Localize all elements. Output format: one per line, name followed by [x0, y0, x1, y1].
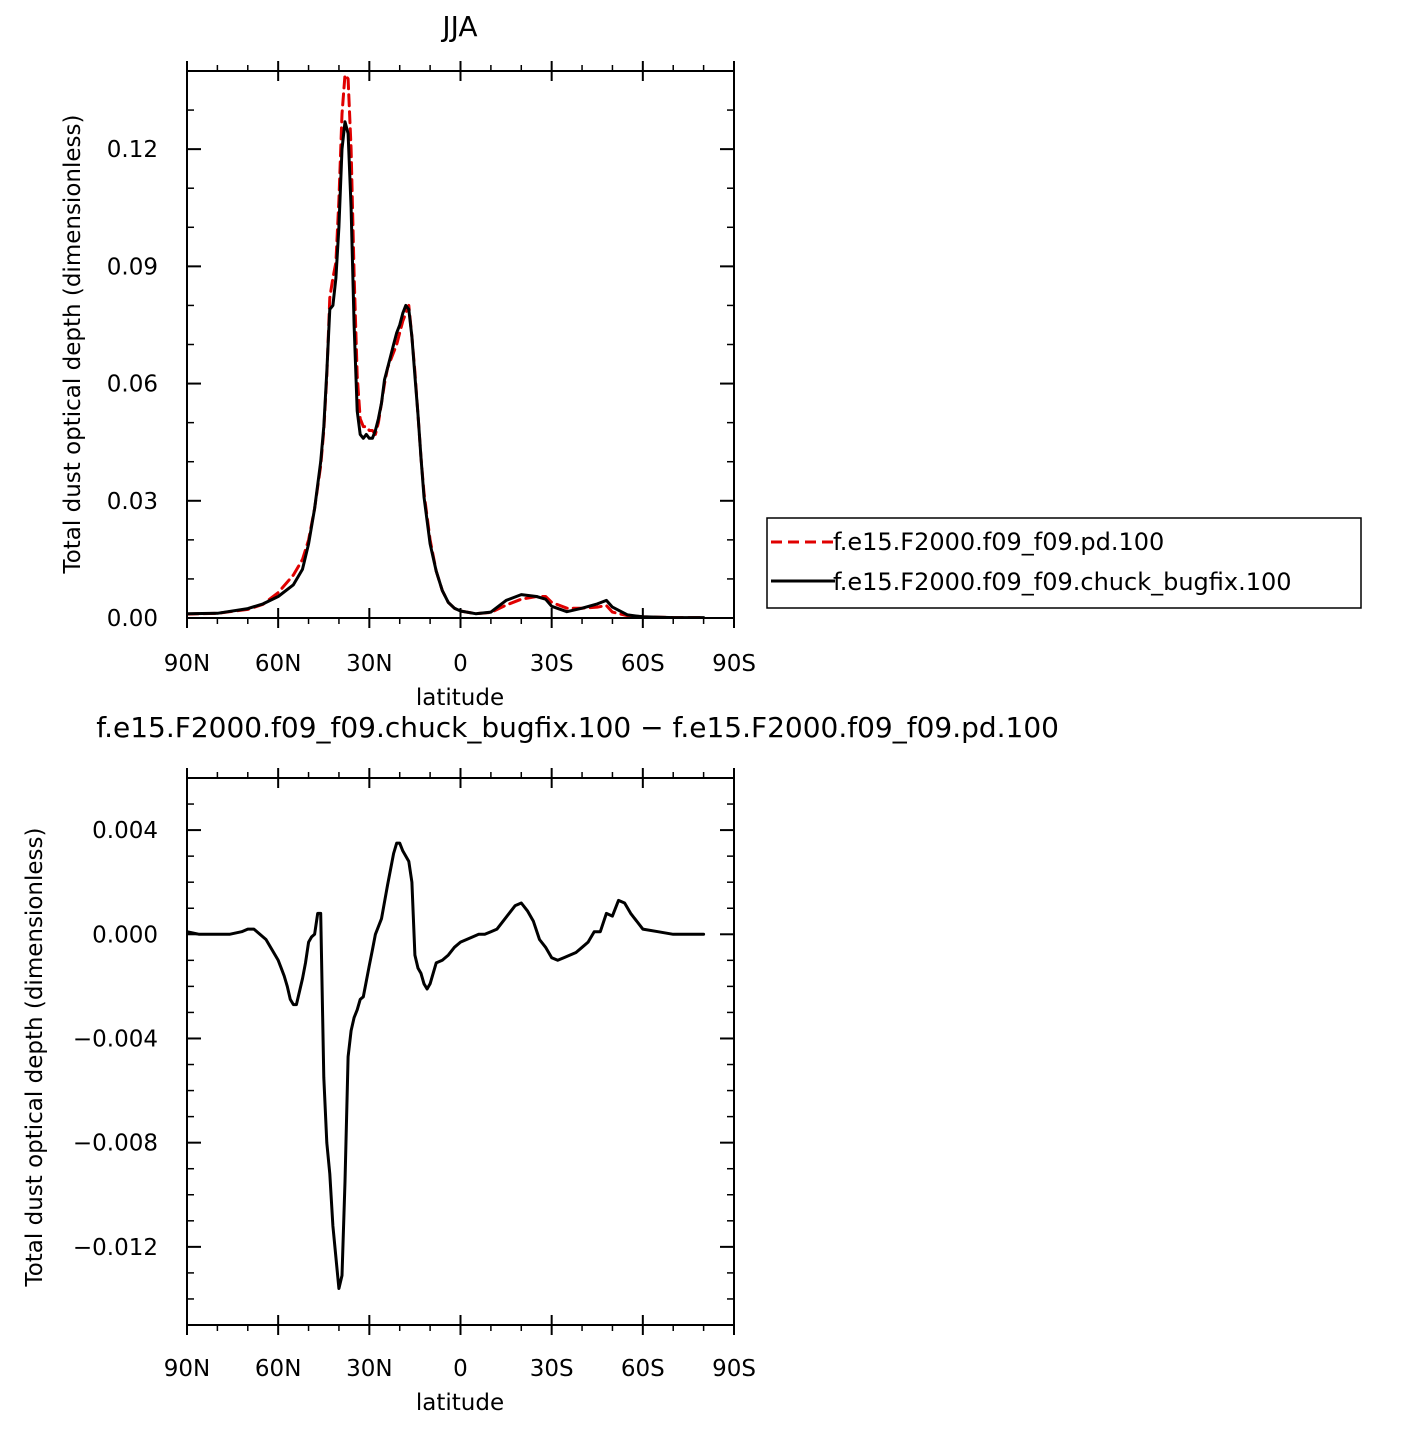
top-y-tick-label: 0.00 — [107, 606, 158, 632]
top-panel: JJA 90N 60N 30N 0 30S 60S 90S 0.00 0.03 0.06 0.09… — [60, 10, 756, 711]
top-series-line-0 — [187, 73, 706, 618]
top-x-tick-labels: 90N 60N 30N 0 30S 60S 90S — [164, 651, 756, 677]
bottom-x-tick-label: 60S — [621, 1356, 665, 1382]
legend: f.e15.F2000.f09_f09.pd.100 f.e15.F2000.f… — [766, 517, 1362, 609]
bottom-y-tick-label: 0.000 — [92, 922, 158, 948]
top-y-tick-label: 0.03 — [107, 489, 158, 515]
top-y-axis-title: Total dust optical depth (dimensionless) — [60, 115, 86, 575]
bottom-x-tick-labels: 90N 60N 30N 0 30S 60S 90S — [164, 1356, 756, 1382]
bottom-plot-frame — [186, 777, 735, 1326]
bottom-y-tick-label: −0.004 — [73, 1026, 158, 1052]
bottom-y-axis-title: Total dust optical depth (dimensionless) — [22, 828, 48, 1288]
top-y-tick-labels: 0.00 0.03 0.06 0.09 0.12 — [107, 137, 158, 632]
legend-label-pd: f.e15.F2000.f09_f09.pd.100 — [833, 528, 1164, 556]
bottom-y-tick-label: −0.008 — [73, 1131, 158, 1157]
top-y-tick-label: 0.09 — [107, 254, 158, 280]
top-x-tick-label: 60S — [621, 651, 665, 677]
top-plot-frame — [186, 70, 735, 619]
bottom-y-tick-label: −0.012 — [73, 1235, 158, 1261]
bottom-x-tick-label: 90N — [164, 1356, 210, 1382]
bottom-x-tick-label: 30S — [530, 1356, 574, 1382]
bottom-y-tick-labels: −0.012 −0.008 −0.004 0.000 0.004 — [73, 818, 158, 1261]
bottom-x-tick-label: 90S — [712, 1356, 756, 1382]
bottom-chart-title: f.e15.F2000.f09_f09.chuck_bugfix.100 − f… — [96, 711, 1059, 744]
top-series-lines — [187, 73, 706, 618]
bottom-axis-ticks — [186, 768, 735, 1335]
bottom-x-tick-label: 30N — [346, 1356, 392, 1382]
bottom-x-axis-title: latitude — [416, 1390, 504, 1416]
top-y-tick-label: 0.12 — [107, 137, 158, 163]
bottom-x-tick-label: 60N — [255, 1356, 301, 1382]
bottom-y-tick-label: 0.004 — [92, 818, 158, 844]
bottom-series-line-0 — [187, 841, 706, 1290]
top-x-axis-title: latitude — [416, 685, 504, 711]
legend-box — [766, 517, 1362, 609]
top-y-tick-label: 0.06 — [107, 372, 158, 398]
top-axis-ticks — [186, 61, 735, 628]
top-x-tick-label: 90S — [712, 651, 756, 677]
bottom-x-tick-label: 0 — [453, 1356, 468, 1382]
top-chart-title: JJA — [440, 10, 477, 43]
top-x-tick-label: 60N — [255, 651, 301, 677]
top-x-tick-label: 30S — [530, 651, 574, 677]
bottom-panel: f.e15.F2000.f09_f09.chuck_bugfix.100 − f… — [22, 711, 1059, 1416]
top-x-tick-label: 0 — [453, 651, 468, 677]
top-x-tick-label: 90N — [164, 651, 210, 677]
top-x-tick-label: 30N — [346, 651, 392, 677]
top-series-line-1 — [187, 120, 706, 618]
bottom-series-lines — [187, 841, 706, 1290]
legend-label-bugfix: f.e15.F2000.f09_f09.chuck_bugfix.100 — [833, 568, 1292, 596]
